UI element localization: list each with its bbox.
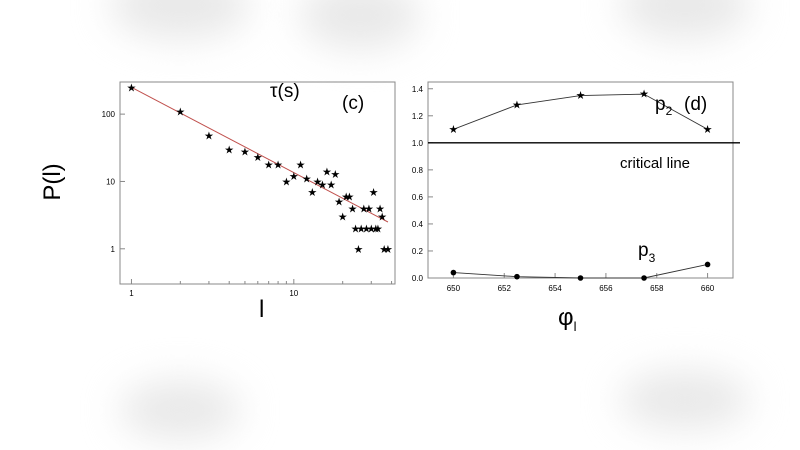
- x-axis-label-d: φl: [558, 304, 577, 334]
- data-point: ★: [512, 98, 522, 111]
- data-point: ★: [330, 168, 340, 181]
- panel-label-c: (c): [342, 93, 364, 114]
- series-label-p3-sub: 3: [649, 251, 656, 265]
- y-tick-label: 0.8: [412, 166, 424, 175]
- panel-d: 650 652 654 656 658 660 0.0 0.2 0.4 0.6 0.8 1.0 1.2 1…: [412, 81, 740, 334]
- y-tick-label: 0.6: [412, 193, 424, 202]
- data-point: ★: [359, 202, 369, 215]
- data-point: ★: [353, 243, 363, 256]
- series-label-p2-sub: 2: [666, 104, 673, 118]
- data-point: ★: [338, 211, 348, 224]
- data-point: ★: [240, 145, 250, 158]
- y-tick-label: 1.0: [412, 139, 424, 148]
- data-point: ★: [364, 202, 374, 215]
- data-point: ★: [264, 158, 274, 171]
- data-point: [450, 269, 457, 276]
- series-label-p2-name: p: [655, 94, 666, 115]
- data-point: ★: [361, 223, 371, 236]
- fit-line: [131, 86, 389, 223]
- data-point: ★: [371, 223, 381, 236]
- y-tick-label: 1: [111, 245, 116, 254]
- data-point: ★: [448, 123, 458, 136]
- data-point: ★: [356, 223, 366, 236]
- x-tick-label: 652: [498, 284, 512, 293]
- data-point: ★: [296, 158, 306, 171]
- data-point: ★: [373, 223, 383, 236]
- data-point: ★: [289, 170, 299, 183]
- x-axis-label-d-name: φ: [558, 304, 574, 331]
- x-axis-label-d-sub: l: [574, 319, 577, 334]
- data-point: ★: [366, 223, 376, 236]
- data-point: ★: [307, 186, 317, 199]
- data-point: ★: [703, 123, 713, 136]
- data-point: ★: [344, 190, 354, 203]
- data-point: [704, 261, 711, 268]
- data-point: ★: [127, 81, 137, 94]
- data-point: ★: [317, 179, 327, 192]
- series-label-p3: p3: [638, 240, 656, 265]
- x-axis-label-c: l: [259, 296, 264, 323]
- data-point: ★: [302, 173, 312, 186]
- background-blur: [120, 380, 240, 440]
- x-tick-label: 656: [599, 284, 613, 293]
- x-tick-label: 10: [289, 289, 298, 298]
- data-point: ★: [351, 223, 361, 236]
- data-point: ★: [326, 179, 336, 192]
- data-point: ★: [253, 151, 263, 164]
- series-label-p3-name: p: [638, 240, 649, 261]
- data-point: ★: [224, 143, 234, 156]
- data-point: ★: [341, 190, 351, 203]
- x-tick-label: 650: [447, 284, 461, 293]
- data-point: ★: [204, 130, 214, 143]
- data-point: ★: [375, 202, 385, 215]
- panel-label-d: (d): [684, 94, 707, 115]
- data-point: ★: [377, 211, 387, 224]
- data-point: ★: [313, 175, 323, 188]
- data-point: ★: [576, 89, 586, 102]
- data-point: ★: [281, 175, 291, 188]
- data-point: ★: [379, 243, 389, 256]
- x-tick-label: 1: [129, 289, 134, 298]
- data-point: ★: [273, 158, 283, 171]
- data-point: ★: [639, 88, 649, 101]
- x-tick-label: 654: [548, 284, 562, 293]
- series-line-p2: [453, 93, 708, 130]
- y-tick-label: 1.4: [412, 85, 424, 94]
- plot-d-ticks: 650 652 654 656 658 660 0.0 0.2 0.4 0.6 0.8 1.0 1.2 1…: [412, 85, 715, 293]
- data-point: [641, 275, 647, 281]
- plot-c-ticks: 1 10 1 10 100: [102, 110, 393, 298]
- y-tick-label: 100: [102, 110, 116, 119]
- x-tick-label: 660: [701, 284, 715, 293]
- y-tick-label: 10: [106, 177, 115, 186]
- y-tick-label: 0.4: [412, 220, 424, 229]
- data-point: ★: [369, 186, 379, 199]
- data-point: ★: [175, 105, 185, 118]
- data-point: ★: [334, 196, 344, 209]
- critical-line-label: critical line: [620, 155, 690, 172]
- data-point: [514, 273, 520, 280]
- y-axis-label-c: P(l): [39, 163, 66, 200]
- y-tick-label: 0.0: [412, 274, 424, 283]
- data-point: [577, 275, 584, 281]
- data-point: ★: [383, 243, 393, 256]
- series-label-p2: p2: [655, 94, 673, 118]
- data-point: ★: [348, 202, 358, 215]
- x-tick-label: 658: [650, 284, 664, 293]
- plot-c-points: ★★★★ ★ ★★ ★★★★★★★★★★★★★★★★★★★★★★★★★★★★★★: [127, 81, 393, 255]
- y-tick-label: 1.2: [412, 112, 424, 121]
- background-blur: [620, 370, 750, 430]
- data-point: ★: [322, 166, 332, 179]
- plot-c-title: τ(s): [270, 81, 300, 102]
- y-tick-label: 0.2: [412, 247, 424, 256]
- plot-d-series: ★ ★ ★ ★ ★: [448, 88, 713, 281]
